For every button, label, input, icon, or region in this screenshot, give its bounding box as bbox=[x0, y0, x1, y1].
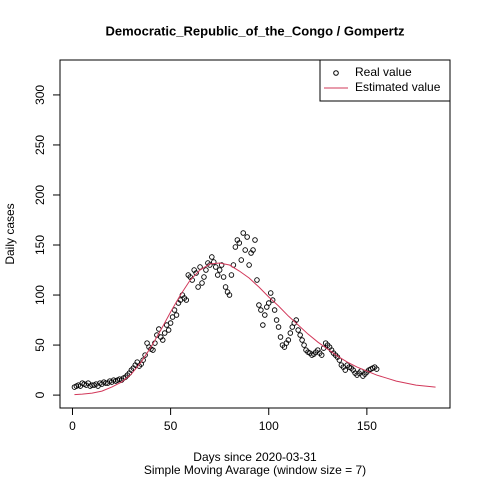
data-point bbox=[240, 230, 246, 236]
data-point bbox=[238, 257, 245, 263]
data-point bbox=[165, 327, 172, 333]
data-point bbox=[183, 297, 190, 303]
data-point bbox=[89, 382, 95, 388]
data-point bbox=[228, 272, 235, 278]
data-point bbox=[211, 259, 217, 265]
data-point bbox=[250, 247, 256, 253]
data-point bbox=[275, 324, 282, 330]
legend-label: Real value bbox=[355, 65, 412, 79]
x-tick-label: 50 bbox=[164, 419, 178, 433]
data-point bbox=[142, 352, 148, 358]
data-point bbox=[252, 237, 258, 243]
chart-title: Democratic_Republic_of_the_Congo / Gompe… bbox=[105, 23, 405, 38]
data-point bbox=[197, 264, 203, 270]
subtitle: Simple Moving Avarage (window size = 7) bbox=[144, 463, 366, 477]
data-point bbox=[160, 337, 166, 343]
data-point bbox=[193, 270, 199, 276]
y-tick-label: 0 bbox=[33, 391, 47, 398]
data-point bbox=[342, 367, 349, 373]
data-point bbox=[161, 330, 168, 336]
x-axis-label: Days since 2020-03-31 bbox=[193, 450, 317, 464]
x-tick-label: 100 bbox=[259, 419, 279, 433]
y-tick-label: 200 bbox=[33, 185, 47, 205]
data-point bbox=[203, 267, 209, 273]
x-tick-label: 150 bbox=[357, 419, 377, 433]
data-point bbox=[209, 254, 215, 260]
data-point bbox=[199, 280, 205, 286]
data-point bbox=[258, 307, 264, 313]
y-axis-label: Daily cases bbox=[3, 203, 17, 264]
data-point bbox=[214, 272, 221, 278]
data-point bbox=[285, 337, 292, 343]
data-point bbox=[262, 312, 268, 318]
data-point bbox=[254, 277, 260, 283]
legend-label: Estimated value bbox=[355, 80, 441, 94]
data-point bbox=[373, 366, 380, 372]
legend-box bbox=[319, 59, 451, 102]
y-tick-label: 50 bbox=[33, 338, 47, 352]
data-point bbox=[301, 342, 307, 348]
data-point bbox=[299, 337, 305, 343]
data-point bbox=[277, 334, 284, 340]
y-tick-label: 100 bbox=[33, 285, 47, 305]
data-point bbox=[318, 352, 325, 358]
data-point bbox=[269, 297, 276, 303]
data-point bbox=[273, 317, 280, 323]
data-point bbox=[297, 332, 303, 338]
data-point bbox=[295, 327, 301, 333]
data-point bbox=[293, 317, 299, 323]
legend-symbol bbox=[333, 70, 339, 76]
data-point bbox=[271, 307, 278, 313]
estimated-line bbox=[74, 262, 436, 396]
data-point bbox=[167, 320, 174, 326]
data-point bbox=[236, 240, 243, 246]
data-point bbox=[242, 247, 248, 253]
data-point bbox=[212, 264, 219, 270]
data-point bbox=[267, 290, 274, 296]
data-point bbox=[195, 284, 201, 290]
data-point bbox=[287, 330, 294, 336]
x-tick-label: 0 bbox=[69, 419, 76, 433]
data-point bbox=[232, 244, 239, 250]
data-point bbox=[216, 267, 223, 273]
data-point bbox=[140, 357, 146, 363]
data-point bbox=[220, 274, 227, 280]
data-point bbox=[246, 262, 252, 268]
y-tick-label: 150 bbox=[33, 235, 47, 255]
data-point bbox=[244, 234, 250, 240]
data-point bbox=[201, 274, 207, 280]
data-point bbox=[226, 292, 233, 298]
data-point bbox=[260, 322, 266, 328]
data-point bbox=[173, 312, 180, 318]
y-tick-label: 300 bbox=[33, 85, 47, 105]
data-point bbox=[256, 302, 262, 308]
data-point bbox=[222, 284, 229, 290]
data-point bbox=[265, 300, 272, 306]
data-point bbox=[218, 262, 225, 268]
data-point bbox=[150, 347, 156, 353]
y-tick-label: 250 bbox=[33, 135, 47, 155]
